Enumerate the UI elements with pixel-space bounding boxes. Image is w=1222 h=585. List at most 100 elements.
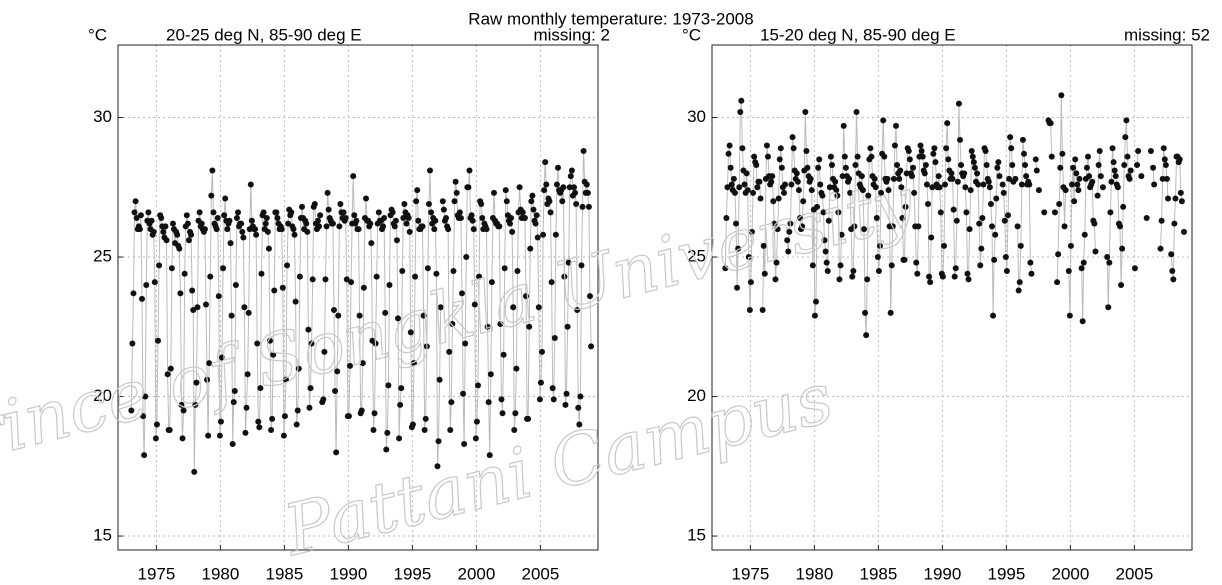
data-point — [562, 401, 569, 408]
data-point — [909, 173, 915, 180]
data-point — [461, 440, 468, 447]
data-point — [141, 452, 148, 459]
data-point — [931, 145, 938, 152]
data-point — [760, 242, 767, 249]
data-point — [230, 399, 237, 406]
data-point — [1016, 279, 1023, 286]
data-point — [1094, 192, 1101, 199]
data-point — [486, 452, 493, 459]
data-point — [945, 156, 952, 163]
data-point — [294, 407, 301, 414]
data-point — [400, 214, 407, 221]
data-point — [167, 365, 174, 372]
data-point — [453, 189, 460, 196]
data-point — [1158, 217, 1165, 224]
data-point — [1072, 156, 1079, 163]
data-point — [355, 226, 362, 233]
data-point — [150, 228, 157, 235]
data-point — [235, 209, 241, 216]
data-point — [1083, 164, 1090, 171]
data-point — [930, 150, 937, 157]
data-point — [359, 360, 366, 367]
data-point — [1035, 187, 1042, 194]
x-tick-label: 2000 — [457, 564, 495, 583]
data-point — [306, 404, 313, 411]
data-point — [380, 223, 387, 230]
data-point — [131, 209, 138, 216]
data-point — [785, 248, 792, 255]
data-point — [156, 262, 163, 269]
data-point — [1123, 117, 1130, 124]
data-point — [401, 201, 408, 208]
data-point — [1172, 195, 1179, 202]
data-point — [285, 220, 292, 227]
data-point — [932, 159, 939, 166]
data-point — [573, 201, 580, 208]
data-point — [1106, 259, 1113, 266]
data-point — [265, 245, 272, 252]
data-point — [446, 348, 453, 355]
data-point — [220, 265, 227, 272]
data-point — [452, 178, 459, 185]
data-point — [322, 276, 329, 283]
data-point — [185, 237, 192, 244]
data-point — [470, 226, 477, 233]
data-point — [799, 223, 806, 230]
data-point — [1110, 159, 1117, 166]
data-point — [1073, 170, 1080, 177]
data-point — [247, 181, 254, 188]
data-point — [219, 354, 225, 361]
data-point — [937, 209, 944, 216]
data-point — [941, 242, 947, 249]
data-point — [1104, 254, 1111, 261]
data-point — [902, 203, 909, 210]
data-point — [872, 184, 879, 191]
data-point — [183, 212, 190, 219]
data-point — [961, 170, 968, 177]
data-point — [539, 348, 545, 355]
data-point — [440, 206, 447, 213]
data-point — [510, 304, 517, 311]
data-point — [229, 440, 236, 447]
data-point — [967, 187, 974, 194]
data-point — [435, 438, 442, 445]
data-point — [726, 142, 733, 149]
data-point — [1080, 259, 1087, 266]
data-point — [771, 220, 778, 227]
data-point — [1005, 212, 1011, 219]
data-point — [432, 217, 439, 224]
data-point — [384, 429, 391, 436]
data-point — [1065, 267, 1072, 274]
data-point — [383, 446, 390, 453]
data-point — [822, 248, 829, 255]
data-point — [1014, 223, 1021, 230]
data-point — [974, 170, 981, 177]
data-point — [868, 153, 875, 160]
data-point — [563, 390, 570, 397]
data-point — [540, 231, 547, 238]
data-point — [881, 153, 888, 160]
data-point — [723, 214, 730, 221]
data-point — [222, 195, 229, 202]
missing-note: missing: 2 — [533, 25, 610, 44]
data-point — [132, 198, 139, 205]
data-point — [832, 178, 839, 185]
data-point — [382, 309, 389, 316]
data-point — [722, 265, 729, 272]
data-point — [968, 148, 975, 155]
data-point — [1157, 245, 1164, 252]
data-point — [433, 270, 440, 277]
data-point — [819, 192, 826, 199]
data-point — [746, 307, 753, 314]
data-point — [281, 413, 288, 420]
data-point — [971, 164, 978, 171]
data-point — [837, 262, 844, 269]
data-point — [1059, 150, 1066, 157]
data-point — [508, 214, 515, 221]
data-point — [233, 214, 240, 221]
data-point — [979, 214, 986, 221]
data-point — [950, 206, 957, 213]
data-point — [926, 273, 933, 280]
data-point — [824, 267, 831, 274]
data-point — [391, 223, 398, 230]
